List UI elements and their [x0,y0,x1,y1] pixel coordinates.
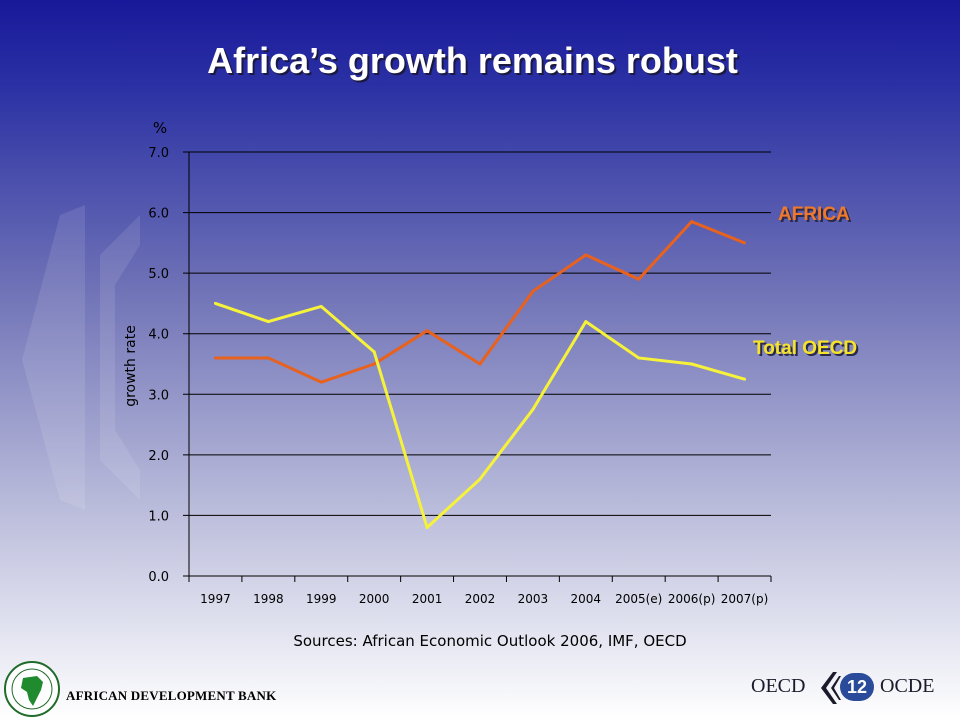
series-label-shadow: Total OECD [755,340,859,361]
data-point [478,477,482,481]
y-tick-label: 6.0 [148,207,169,222]
series-label-shadow: AFRICA [780,206,852,227]
oecd-chevron-icon [821,672,841,704]
data-point [425,526,429,530]
y-tick-label: 3.0 [148,388,169,403]
footer-ocde: OCDE [880,675,935,697]
adb-logo-icon [4,661,60,717]
data-point [637,356,641,360]
data-point [266,320,270,324]
footer-org-name: AFRICAN DEVELOPMENT BANK [66,688,277,703]
data-point [637,277,641,281]
growth-chart: 0.0 1.0 2.0 3.0 4.0 5.0 6.0 7.0 1997 1998 1999 2000… [123,119,859,606]
x-tick-label: 1999 [306,592,337,606]
y-axis-title: growth rate [123,325,139,407]
data-point [425,329,429,333]
data-point [372,362,376,366]
x-tick-label: 2004 [571,592,602,606]
footer-oecd: OECD [751,675,806,697]
data-point [690,362,694,366]
x-tick-label: 2002 [465,592,496,606]
page-number-badge: 12 [840,673,874,701]
y-tick-label: 0.0 [148,570,169,585]
data-point [690,220,694,224]
data-point [213,356,217,360]
slide-title: Africa’s growth remains robust [207,40,738,81]
data-point [743,241,747,245]
y-tick-label: 4.0 [148,328,169,343]
data-point [266,356,270,360]
x-tick-label: 2000 [359,592,390,606]
y-tick-label: 2.0 [148,449,169,464]
data-point [531,289,535,293]
data-point [531,407,535,411]
y-tick-label: 5.0 [148,267,169,282]
x-tick-label: 1998 [253,592,284,606]
series-line-oecd [214,302,745,530]
sources-note: Sources: African Economic Outlook 2006, … [293,632,687,650]
data-point [319,304,323,308]
x-tick-label: 2006(p) [668,592,716,606]
data-point [319,380,323,384]
x-tick-label: 2003 [518,592,549,606]
data-point [213,301,217,305]
y-tick-label: 7.0 [148,146,169,161]
data-point [584,253,588,257]
y-axis-unit: % [153,119,167,137]
data-point [743,377,747,381]
data-point [584,320,588,324]
data-point [372,350,376,354]
y-tick-label: 1.0 [148,509,169,524]
x-tick-label: 1997 [200,592,231,606]
x-tick-label: 2001 [412,592,443,606]
x-tick-label: 2007(p) [721,592,769,606]
series-label: AFRICA [778,204,850,225]
x-tick-label: 2005(e) [615,592,662,606]
series-line-africa [215,220,746,384]
series-label: Total OECD [753,338,857,359]
data-point [478,362,482,366]
